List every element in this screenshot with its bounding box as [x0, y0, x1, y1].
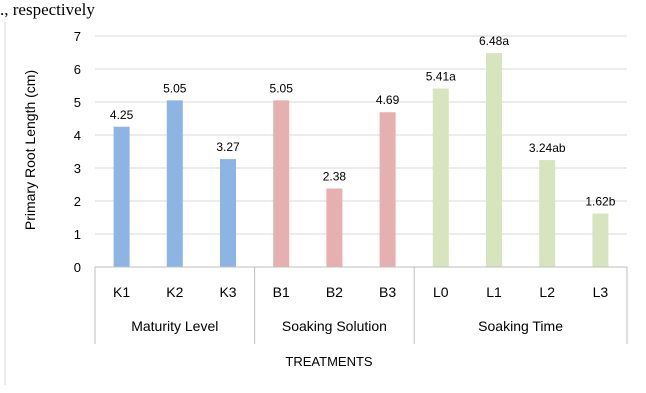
data-labels: 4.25 5.05 3.27 5.05 2.38 4.69 5.41a 6.48a 3.24ab…	[110, 34, 616, 208]
y-tick-label: 2	[74, 194, 81, 209]
bar-B2	[326, 188, 343, 267]
y-tick-labels: 0 1 2 3 4 5 6 7	[74, 29, 81, 275]
y-tick-label: 5	[74, 95, 81, 110]
x-tick-label-L0: L0	[433, 284, 449, 300]
x-axis-title: TREATMENTS	[285, 354, 372, 369]
bar-L1	[486, 53, 502, 267]
y-tick-label: 7	[74, 29, 81, 44]
group-label: Soaking Solution	[282, 318, 387, 334]
x-tick-label-L3: L3	[593, 284, 609, 300]
data-label-K1: 4.25	[110, 108, 134, 122]
y-tick-label: 6	[74, 62, 81, 77]
data-label-L1: 6.48a	[479, 34, 509, 48]
group-label: Maturity Level	[131, 318, 218, 334]
bar-K2	[166, 100, 183, 267]
data-label-L2: 3.24ab	[529, 141, 566, 155]
group-label: Soaking Time	[478, 318, 563, 334]
data-label-L3: 1.62b	[585, 195, 615, 209]
data-label-B2: 2.38	[323, 169, 347, 183]
x-axis: K1 K2 K3 B1 B2 B3 L0 L1 L2 L3 Maturity Level Soakin…	[94, 266, 628, 344]
bar-B3	[379, 112, 396, 267]
data-label-B3: 4.69	[376, 93, 400, 107]
x-tick-label-K1: K1	[113, 284, 130, 300]
y-axis-label: Primary Root Length (cm)	[22, 70, 38, 230]
x-tick-label-B3: B3	[379, 284, 396, 300]
gridlines	[95, 35, 627, 235]
data-label-K2: 5.05	[163, 81, 187, 95]
y-tick-label: 1	[74, 227, 81, 242]
data-label-L0: 5.41a	[426, 69, 456, 83]
x-tick-label-B2: B2	[326, 284, 343, 300]
x-tick-label-K2: K2	[166, 284, 183, 300]
page-text-fragment: ., respectively	[0, 0, 95, 19]
bar-K3	[220, 159, 236, 267]
y-tick-label: 4	[74, 128, 81, 143]
bar-L2	[539, 160, 556, 267]
data-label-B1: 5.05	[270, 81, 294, 95]
x-tick-label-B1: B1	[273, 284, 290, 300]
data-label-K3: 3.27	[216, 140, 240, 154]
bars	[113, 53, 609, 267]
bar-L3	[592, 213, 609, 267]
x-tick-label-K3: K3	[219, 284, 236, 300]
y-tick-label: 3	[74, 161, 81, 176]
y-tick-label: 0	[74, 260, 81, 275]
x-tick-label-L1: L1	[486, 284, 502, 300]
x-tick-label-L2: L2	[539, 284, 555, 300]
bar-K1	[113, 126, 130, 267]
bar-L0	[432, 88, 449, 267]
bar-B1	[273, 100, 290, 267]
